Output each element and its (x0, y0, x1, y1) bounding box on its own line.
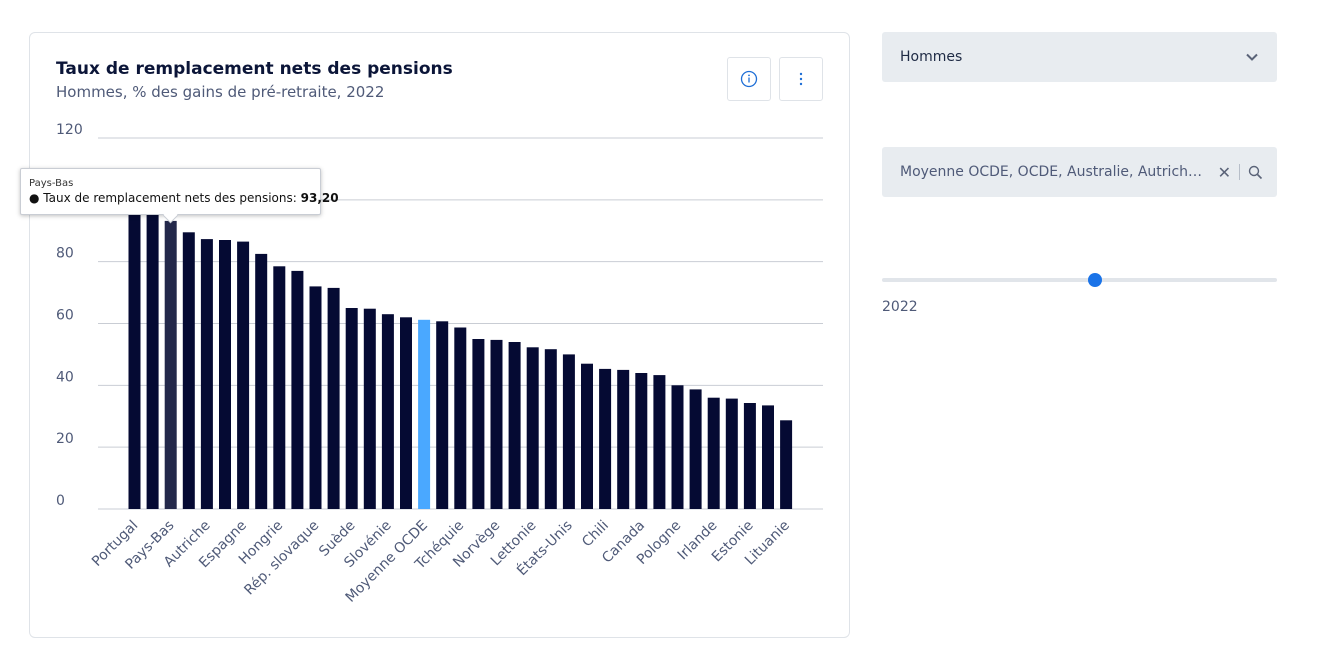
bar[interactable] (743, 403, 756, 509)
tooltip-label: ● Taux de remplacement nets des pensions… (29, 191, 301, 205)
bar[interactable] (454, 327, 467, 510)
bar[interactable] (436, 321, 449, 509)
y-tick-label: 120 (56, 122, 83, 138)
chart-subtitle: Hommes, % des gains de pré-retraite, 202… (56, 83, 385, 101)
bar[interactable] (291, 270, 304, 509)
bar[interactable] (128, 204, 141, 510)
bar[interactable] (762, 405, 774, 509)
bar[interactable] (599, 368, 612, 509)
more-vertical-icon (799, 72, 803, 86)
info-icon (740, 70, 758, 88)
divider (1239, 164, 1240, 180)
bar[interactable] (237, 241, 250, 509)
bar[interactable] (381, 314, 394, 509)
year-slider-thumb[interactable] (1088, 273, 1102, 287)
bar[interactable] (255, 253, 268, 509)
bar[interactable] (345, 308, 358, 509)
bar[interactable] (164, 220, 177, 509)
bar[interactable] (707, 397, 720, 509)
bar[interactable] (671, 385, 684, 509)
chevron-down-icon (1246, 53, 1258, 61)
tooltip-country: Pays-Bas (29, 178, 74, 189)
tooltip-line: ● Taux de remplacement nets des pensions… (29, 190, 339, 206)
bar[interactable] (146, 212, 159, 509)
bar[interactable] (725, 398, 738, 509)
search-icon[interactable] (1248, 165, 1263, 180)
chart-title: Taux de remplacement nets des pensions (56, 59, 453, 79)
y-tick-label: 40 (56, 369, 74, 385)
bar[interactable] (182, 232, 195, 510)
bar[interactable] (200, 239, 213, 509)
bar[interactable] (544, 349, 557, 509)
chart-tooltip: Pays-Bas ● Taux de remplacement nets des… (20, 168, 339, 215)
bar[interactable] (562, 354, 575, 509)
y-tick-label: 20 (56, 431, 74, 447)
bar[interactable] (508, 342, 521, 509)
bar[interactable] (219, 240, 231, 509)
bar[interactable] (418, 319, 431, 509)
tooltip-value: 93,20 (300, 191, 339, 205)
bar[interactable] (490, 339, 503, 509)
info-button[interactable] (727, 57, 771, 101)
bar[interactable] (581, 363, 593, 509)
sex-select-value: Hommes (900, 49, 963, 65)
bar[interactable] (400, 317, 412, 509)
year-slider-track[interactable] (882, 278, 1277, 282)
bar[interactable] (635, 373, 648, 509)
clear-icon[interactable]: ✕ (1217, 162, 1231, 182)
x-tick-label: Chili (579, 518, 612, 551)
bar[interactable] (472, 339, 485, 509)
bar[interactable] (327, 287, 340, 509)
countries-select[interactable]: Moyenne OCDE, OCDE, Australie, Autriche,… (882, 147, 1277, 197)
bar[interactable] (309, 286, 322, 509)
y-tick-label: 0 (56, 493, 65, 509)
bar[interactable] (617, 369, 630, 509)
y-tick-label: 80 (56, 246, 74, 262)
bar[interactable] (526, 347, 539, 509)
bar[interactable] (273, 266, 286, 509)
year-slider-label: 2022 (882, 299, 918, 315)
countries-select-value: Moyenne OCDE, OCDE, Australie, Autriche,… (900, 164, 1208, 180)
sex-select[interactable]: Hommes (882, 32, 1277, 82)
bar[interactable] (653, 375, 666, 509)
bar[interactable] (363, 308, 376, 509)
bar[interactable] (689, 389, 702, 509)
more-options-button[interactable] (779, 57, 823, 101)
y-tick-label: 60 (56, 308, 74, 324)
bar[interactable] (780, 420, 793, 509)
